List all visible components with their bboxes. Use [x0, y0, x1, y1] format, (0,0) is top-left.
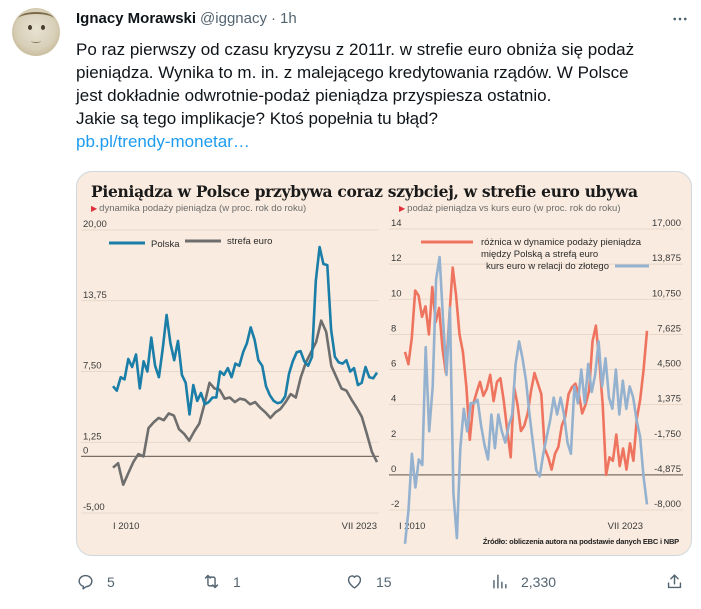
- svg-text:-8,000: -8,000: [654, 499, 681, 510]
- avatar-eye-left: [28, 25, 32, 30]
- infographic-title: Pieniądza w Polsce przybywa coraz szybci…: [91, 182, 638, 201]
- separator-dot: ·: [270, 10, 276, 27]
- svg-text:między Polską a strefą euro: między Polską a strefą euro: [481, 249, 598, 260]
- svg-text:-4,875: -4,875: [654, 464, 681, 475]
- tweet-header: Ignacy Morawski @iggnacy · 1h: [76, 9, 297, 29]
- svg-text:0: 0: [391, 464, 396, 475]
- retweet-icon: [204, 574, 219, 589]
- tweet-actions-bar: 5 1 15 2,330: [76, 572, 688, 596]
- triangle-marker-icon: ▶: [399, 204, 406, 213]
- more-options-button[interactable]: [671, 10, 689, 32]
- triangle-marker-icon: ▶: [91, 204, 98, 213]
- author-name[interactable]: Ignacy Morawski: [76, 10, 197, 27]
- like-button[interactable]: 15: [345, 572, 392, 591]
- author-handle[interactable]: @iggnacy: [200, 10, 267, 27]
- svg-text:2: 2: [391, 429, 396, 440]
- svg-text:10: 10: [391, 288, 402, 299]
- svg-text:20,00: 20,00: [83, 219, 107, 230]
- like-count: 15: [376, 573, 392, 590]
- svg-text:4: 4: [391, 394, 396, 405]
- svg-text:4,500: 4,500: [657, 359, 681, 370]
- tweet-link[interactable]: pb.pl/trendy-monetar…: [76, 132, 250, 151]
- heart-icon: [347, 575, 362, 589]
- avatar-hair: [18, 12, 54, 26]
- share-icon: [667, 574, 682, 589]
- svg-text:10,750: 10,750: [652, 288, 681, 299]
- views-chart-icon: [493, 574, 507, 589]
- tweet-text-line: pieniądza. Wynika to m. in. z malejącego…: [76, 63, 629, 82]
- avatar-eye-right: [41, 25, 45, 30]
- charts-canvas: 20,00 13,75 7,50 1,25 0 -5,00 I 2010 VII 2023 Po…: [81, 218, 683, 544]
- avatar[interactable]: [12, 8, 60, 56]
- tweet-media-image[interactable]: 20,00 13,75 7,50 1,25 0 -5,00 I 2010 VII 2023 Po…: [76, 171, 692, 556]
- svg-text:1,375: 1,375: [657, 394, 681, 405]
- svg-text:7,625: 7,625: [657, 323, 681, 334]
- svg-text:0: 0: [83, 445, 88, 456]
- svg-text:14: 14: [391, 218, 402, 229]
- svg-text:I 2010: I 2010: [399, 521, 425, 532]
- svg-text:Polska: Polska: [151, 239, 180, 250]
- share-button[interactable]: [665, 572, 684, 591]
- svg-text:-5,00: -5,00: [83, 502, 105, 513]
- svg-text:kurs euro w relacji do złotego: kurs euro w relacji do złotego: [486, 261, 609, 272]
- svg-text:7,50: 7,50: [83, 361, 102, 372]
- svg-text:13,875: 13,875: [652, 253, 681, 264]
- svg-text:strefa euro: strefa euro: [227, 236, 272, 247]
- views-button[interactable]: 2,330: [490, 572, 556, 591]
- tweet-text-line: Po raz pierwszy od czasu kryzysu z 2011r…: [76, 40, 635, 59]
- left-chart-subtitle: ▶ dynamika podaży pieniądza (w proc. rok …: [91, 203, 307, 214]
- chart-source-note: Źródło: obliczenia autora na podstawie d…: [482, 537, 679, 546]
- svg-text:-1,750: -1,750: [654, 429, 681, 440]
- svg-text:VII 2023: VII 2023: [342, 521, 377, 532]
- reply-button[interactable]: 5: [76, 572, 115, 591]
- svg-text:13,75: 13,75: [83, 290, 107, 301]
- reply-count: 5: [107, 573, 115, 590]
- tweet-text: Po raz pierwszy od czasu kryzysu z 2011r…: [76, 38, 688, 153]
- reply-icon: [78, 574, 93, 590]
- svg-text:6: 6: [391, 359, 396, 370]
- more-horizontal-icon: [673, 17, 687, 21]
- retweet-count: 1: [233, 573, 241, 590]
- tweet-timestamp[interactable]: 1h: [279, 10, 297, 27]
- svg-text:1,25: 1,25: [83, 431, 102, 442]
- svg-text:różnica w dynamice podaży pien: różnica w dynamice podaży pieniądza: [481, 237, 642, 248]
- svg-text:12: 12: [391, 253, 402, 264]
- svg-text:17,000: 17,000: [652, 218, 681, 229]
- tweet-text-line: Jakie są tego implikacje? Ktoś popełnia …: [76, 109, 438, 128]
- retweet-button[interactable]: 1: [202, 572, 241, 591]
- avatar-mouth: [31, 39, 41, 43]
- tweet-text-line: jest dokładnie odwrotnie-podaż pieniądza…: [76, 86, 552, 105]
- svg-text:8: 8: [391, 323, 396, 334]
- svg-text:-2: -2: [391, 499, 399, 510]
- svg-text:VII 2023: VII 2023: [608, 521, 643, 532]
- svg-text:I 2010: I 2010: [113, 521, 139, 532]
- views-count: 2,330: [521, 573, 557, 590]
- right-chart-subtitle: ▶ podaż pieniądza vs kurs euro (w proc. r…: [399, 203, 621, 214]
